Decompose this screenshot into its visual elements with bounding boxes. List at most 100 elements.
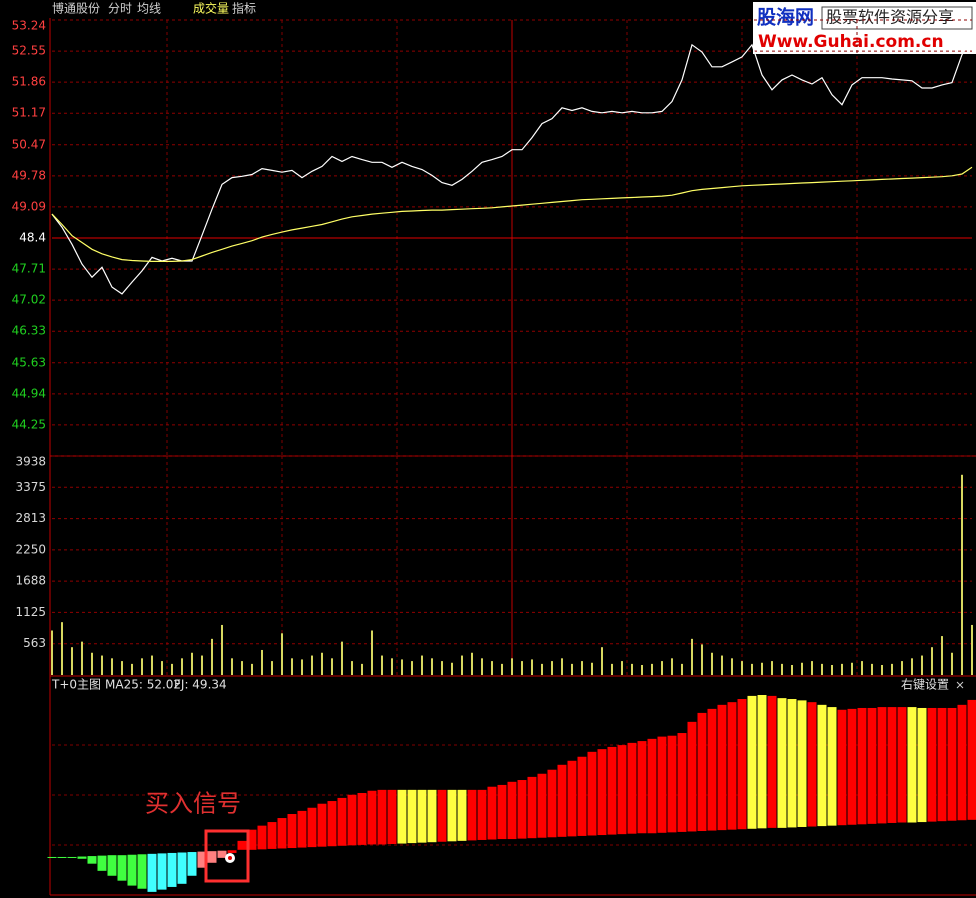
volume-bar (241, 661, 243, 675)
indicator-bar (237, 840, 247, 850)
indicator-readout: FJ: 49.34 (174, 678, 227, 692)
indicator-bar (157, 853, 167, 890)
indicator-bar (597, 749, 607, 836)
y-tick-label: 51.86 (12, 75, 46, 89)
indicator-bar (617, 745, 627, 835)
volume-bar (321, 652, 323, 675)
indicator-bar (907, 707, 917, 823)
indicator-bar (847, 708, 857, 825)
volume-bar (911, 658, 913, 675)
indicator-bar (767, 695, 777, 828)
volume-bar (91, 652, 93, 675)
indicator-bar (167, 852, 177, 887)
volume-bar (511, 658, 513, 675)
watermark: 股海网 股票软件资源分享 Www.Guhai.com.cn (753, 2, 976, 54)
indicator-bar (727, 702, 737, 830)
indicator-bar (967, 699, 976, 820)
volume-bar (301, 659, 303, 675)
indicator-bar (367, 790, 377, 845)
indicator-bar (217, 850, 227, 858)
volume-bar (331, 658, 333, 675)
volume-bar (731, 658, 733, 675)
indicator-bar (747, 695, 757, 829)
indicator-bar (707, 708, 717, 831)
indicator-bar (607, 746, 617, 835)
y-tick-label: 2813 (15, 511, 46, 525)
volume-bar (591, 662, 593, 675)
indicator-bar (437, 789, 447, 842)
watermark-logo: 股海网 (757, 6, 814, 29)
indicator-bar (337, 797, 347, 846)
indicator-bar (787, 699, 797, 828)
indicator-bar (497, 784, 507, 840)
volume-bar (781, 663, 783, 675)
indicator-bar (357, 792, 367, 845)
volume-bar (271, 661, 273, 675)
volume-bar (831, 664, 833, 675)
volume-bar (131, 663, 133, 675)
price-line (51, 37, 973, 295)
indicator-bar (567, 760, 577, 837)
volume-bar (491, 661, 493, 675)
volume-bar (521, 661, 523, 675)
volume-bar (391, 658, 393, 675)
y-tick-label: 48.4 (19, 231, 46, 245)
volume-bar (141, 658, 143, 675)
indicator-bar (127, 854, 137, 886)
indicator-bar (267, 822, 277, 849)
volume-bar (51, 630, 53, 675)
volume-bar (431, 658, 433, 675)
volume-bar (371, 630, 373, 675)
volume-bar (561, 658, 563, 675)
volume-bar (871, 663, 873, 675)
volume-bar (571, 663, 573, 675)
indicator-bar (397, 789, 407, 844)
volume-bar (601, 647, 603, 675)
indicator-bar (277, 818, 287, 849)
indicator-readout: MA25: 52.02 (105, 678, 181, 692)
volume-bar (681, 663, 683, 675)
volume-bar (481, 658, 483, 675)
indicator-bar (507, 781, 517, 840)
volume-bar (71, 647, 73, 675)
volume-bar (611, 663, 613, 675)
volume-bar (851, 662, 853, 675)
indicator-bar (387, 789, 397, 844)
menu-item: 博通股份 (52, 1, 100, 16)
volume-bar (281, 633, 283, 675)
y-tick-label: 2250 (15, 542, 46, 556)
indicator-bar (447, 789, 457, 842)
volume-bar (531, 659, 533, 675)
indicator-bar (857, 707, 867, 825)
volume-bar (741, 661, 743, 675)
indicator-bar (487, 786, 497, 840)
watermark-url: Www.Guhai.com.cn (758, 32, 944, 52)
volume-bar (861, 661, 863, 675)
indicator-bar (317, 803, 327, 847)
indicator-bar (637, 741, 647, 834)
indicator-bar (327, 801, 337, 847)
menu-item: 均线 (137, 2, 161, 16)
signal-marker-dot (228, 856, 232, 860)
volume-bar (811, 661, 813, 675)
indicator-bar (547, 769, 557, 838)
y-tick-label: 47.71 (12, 262, 46, 276)
indicator-bar (207, 851, 217, 863)
volume-bar (751, 663, 753, 675)
indicator-bar (147, 853, 157, 892)
close-icon[interactable] (956, 681, 964, 689)
settings-button[interactable]: 右键设置 (901, 677, 949, 692)
indicator-bar (737, 699, 747, 830)
volume-bar (381, 655, 383, 675)
volume-bar (461, 655, 463, 675)
close-stroke (956, 681, 964, 689)
indicator-bar (287, 814, 297, 849)
volume-bar (471, 652, 473, 675)
indicator-bar (107, 855, 117, 876)
volume-bar (261, 649, 263, 675)
indicator-bar (757, 695, 767, 829)
volume-bar (701, 644, 703, 675)
volume-bar (161, 661, 163, 675)
volume-bar (151, 655, 153, 675)
indicator-bar (557, 764, 567, 837)
